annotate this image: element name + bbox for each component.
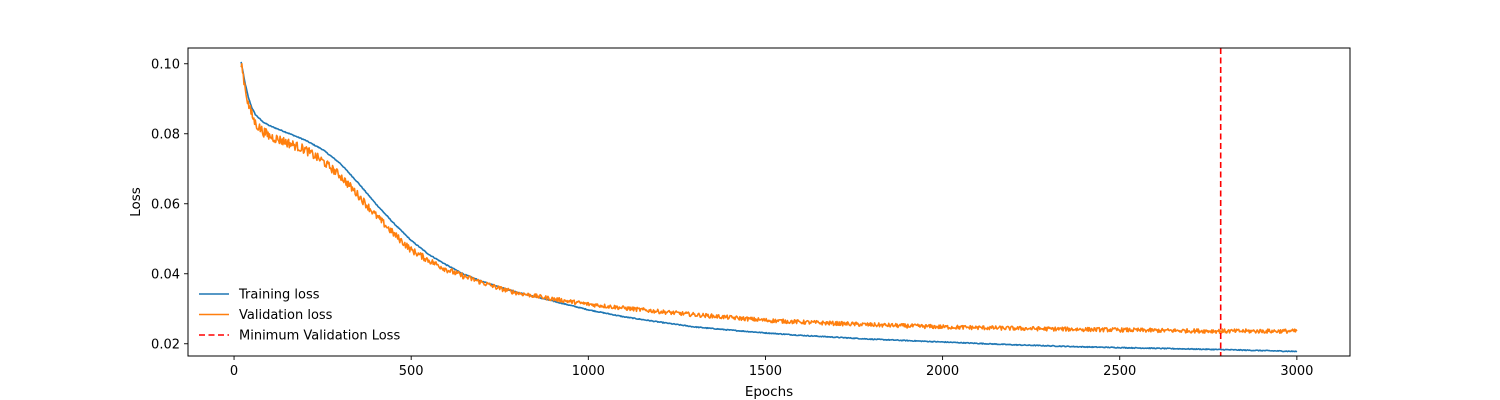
legend-label: Validation loss (239, 308, 333, 323)
y-tick-label: 0.10 (151, 57, 180, 72)
legend-label: Training loss (238, 288, 320, 303)
y-tick-label: 0.08 (151, 127, 180, 142)
x-tick-label: 0 (230, 364, 238, 379)
series-line-1 (240, 61, 1298, 353)
y-tick-label: 0.04 (151, 267, 180, 282)
series-layer (240, 48, 1298, 356)
x-axis-title: Epochs (745, 384, 793, 400)
series-line-2 (240, 63, 1298, 334)
x-tick-label: 2500 (1103, 364, 1136, 379)
legend-label: Minimum Validation Loss (239, 329, 400, 344)
y-axis-title: Loss (128, 187, 144, 217)
y-tick-label: 0.06 (151, 197, 180, 212)
y-tick-label: 0.02 (151, 337, 180, 352)
x-tick-label: 1000 (572, 364, 605, 379)
x-tick-label: 2000 (926, 364, 959, 379)
x-tick-label: 1500 (749, 364, 782, 379)
x-tick-label: 500 (399, 364, 424, 379)
x-axis: 0 500 1000 1500 2000 2500 3000 (230, 356, 1313, 379)
x-tick-label: 3000 (1280, 364, 1313, 379)
plot-frame (187, 47, 1351, 357)
legend: Training loss Validation loss Minimum Vali… (199, 288, 400, 344)
y-axis: 0.02 0.04 0.06 0.08 0.10 (151, 57, 188, 352)
